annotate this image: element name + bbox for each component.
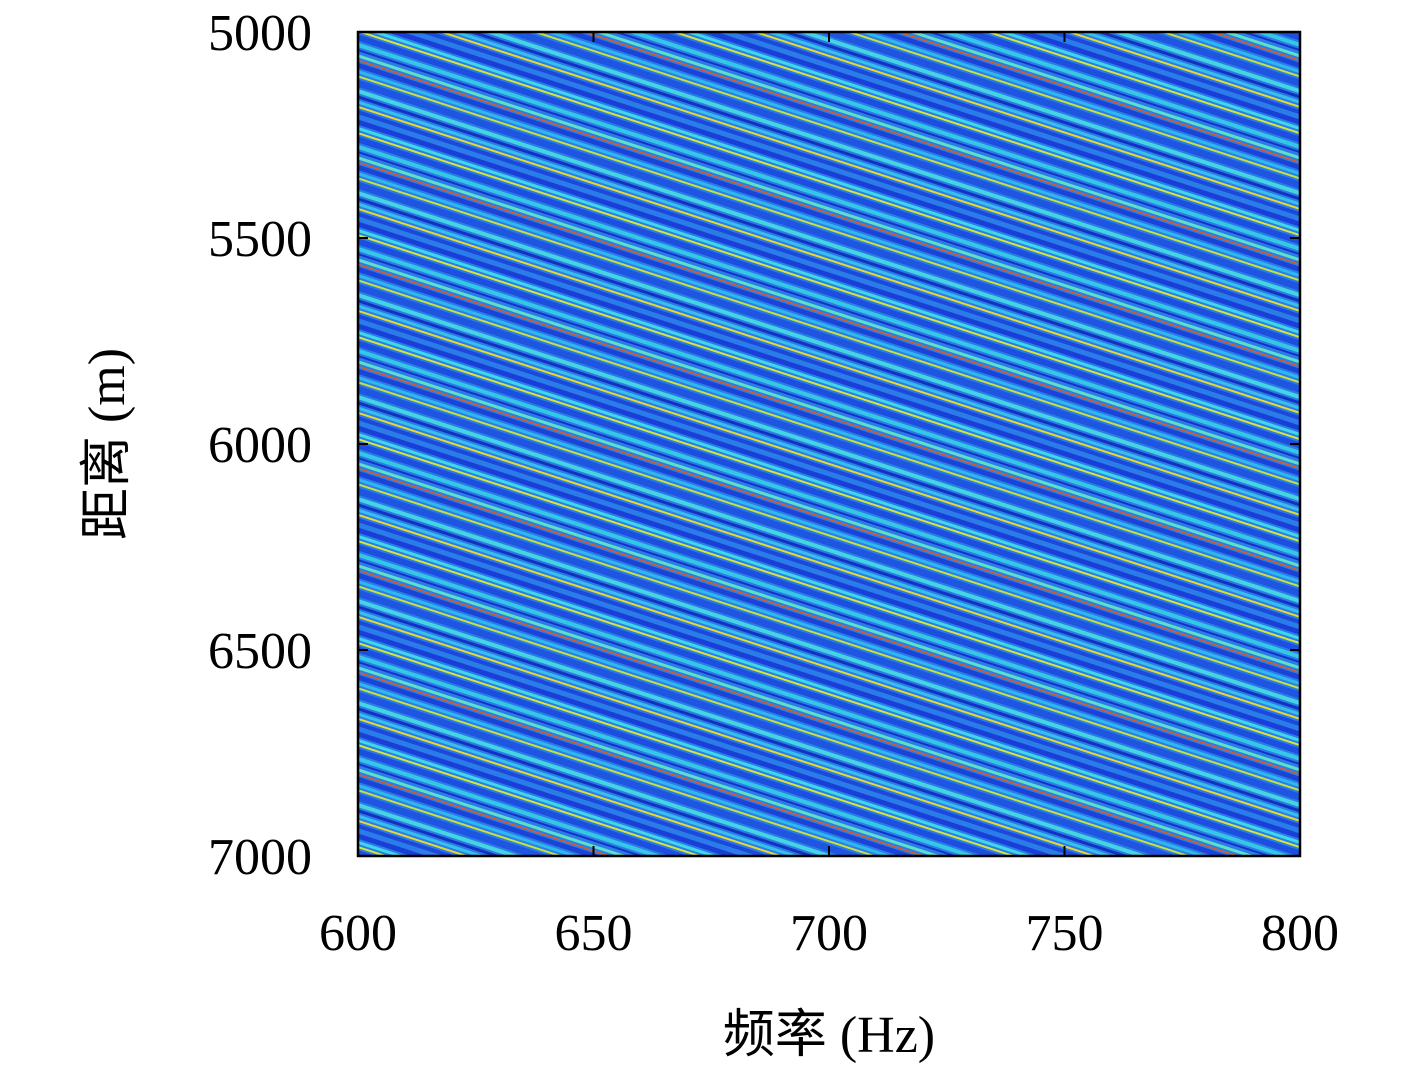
- y-tick-label: 5000: [208, 5, 312, 62]
- x-tick-label: 700: [790, 905, 868, 962]
- x-tick-label: 800: [1261, 905, 1339, 962]
- x-tick-label: 650: [555, 905, 633, 962]
- y-tick-label: 6500: [208, 623, 312, 680]
- heatmap-image: [358, 32, 1300, 856]
- x-axis-label: 频率 (Hz): [723, 1007, 935, 1064]
- y-tick-label: 6000: [208, 417, 312, 474]
- x-tick-label: 600: [319, 905, 397, 962]
- y-tick-label: 5500: [208, 211, 312, 268]
- y-axis-label: 距离 (m): [79, 348, 136, 540]
- x-tick-label: 750: [1026, 905, 1104, 962]
- y-tick-label: 7000: [208, 829, 312, 886]
